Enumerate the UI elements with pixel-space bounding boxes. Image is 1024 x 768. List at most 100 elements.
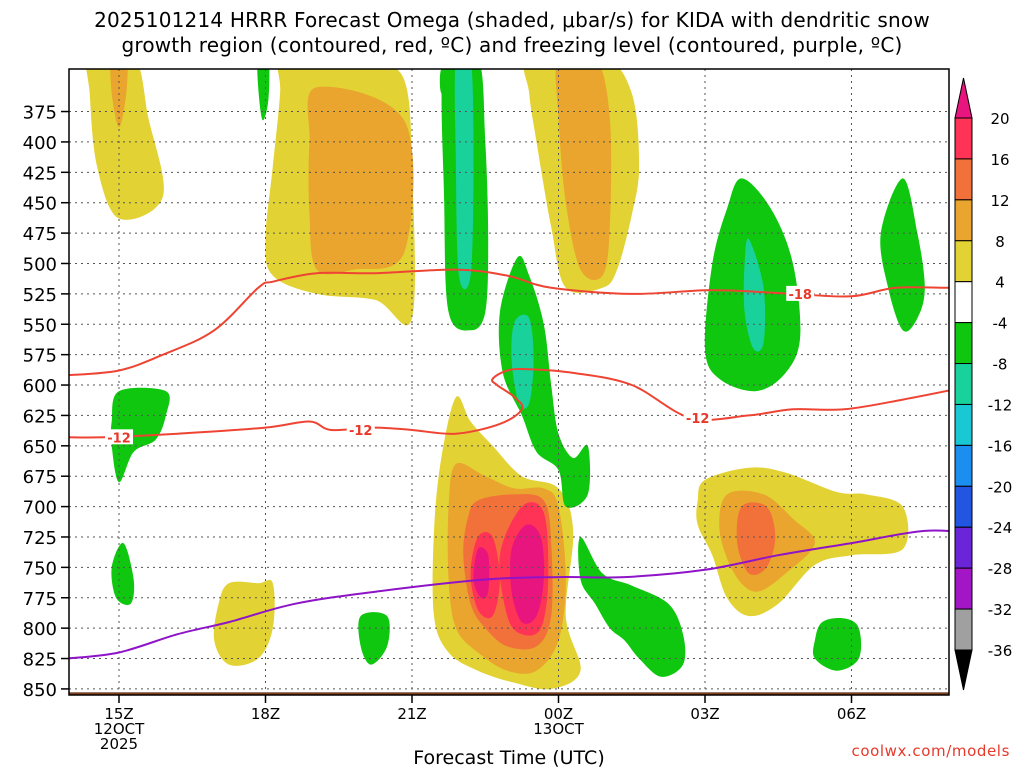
- y-tick-label-650: 650: [23, 437, 57, 458]
- contour-label-2: -12: [107, 431, 131, 446]
- colorbar-label-12: -32: [988, 601, 1013, 619]
- colorbar-swatch-11: [954, 567, 973, 610]
- colorbar-swatch-4: [954, 281, 973, 324]
- dendritic-contour-0: [69, 268, 949, 377]
- contour-lines: [69, 268, 949, 660]
- colorbar-label-0: 20: [990, 110, 1009, 128]
- colorbar-swatch-3: [954, 240, 973, 283]
- y-tick-label-400: 400: [23, 133, 57, 154]
- y-tick-label-825: 825: [23, 650, 57, 671]
- x-tick-label-15Z-1: 12OCT: [94, 720, 145, 738]
- omega-shading: [86, 69, 925, 690]
- y-tick-label-475: 475: [23, 224, 57, 245]
- y-tick-label-850: 850: [23, 680, 57, 701]
- omega-region-rising-1: [110, 69, 128, 128]
- y-tick-label-525: 525: [23, 285, 57, 306]
- colorbar-label-5: -4: [993, 315, 1008, 333]
- contour-label-bg-2: [105, 429, 133, 445]
- y-tick-label-375: 375: [23, 103, 57, 124]
- omega-region-sinking-23: [743, 238, 766, 352]
- x-tick-label-18Z-0: 18Z: [251, 705, 280, 723]
- omega-region-sinking-24: [880, 178, 925, 332]
- colorbar-swatch-8: [954, 444, 973, 487]
- colorbar-label-2: 12: [990, 192, 1009, 210]
- colorbar-label-6: -8: [993, 356, 1008, 374]
- colorbar-swatch-9: [954, 485, 973, 528]
- x-tick-label-00Z-1: 13OCT: [533, 720, 584, 738]
- chart-title: 2025101214 HRRR Forecast Omega (shaded, …: [0, 8, 1024, 58]
- omega-region-rising-3: [307, 86, 414, 275]
- colorbar-swatch-1: [954, 158, 973, 201]
- y-tick-label-750: 750: [23, 558, 57, 579]
- contour-label-3: -12: [349, 424, 373, 439]
- omega-region-rising-12: [510, 524, 545, 624]
- colorbar: 20 16 12 8 4 -4 -8 -12 -16 -20 -24 -28 -32 -36: [954, 77, 1013, 691]
- omega-region-sinking-26: [111, 542, 135, 606]
- grid: [69, 69, 949, 695]
- omega-region-rising-5: [555, 69, 612, 281]
- x-tick-label-15Z-2: 2025: [100, 735, 138, 753]
- colorbar-swatch-12: [954, 608, 973, 651]
- omega-region-rising-0: [86, 69, 164, 220]
- contour-label-1: -12: [686, 412, 710, 427]
- omega-region-sinking-28: [578, 536, 686, 677]
- colorbar-swatch-6: [954, 363, 973, 405]
- contour-labels: -18 -12 -12 -12: [105, 285, 815, 446]
- contour-label-bg-1: [683, 409, 712, 425]
- dendritic-contour-1: [69, 367, 949, 439]
- x-tick-label-00Z-0: 00Z: [544, 705, 573, 723]
- plot-frame: [68, 68, 950, 696]
- x-tick-label-15Z-0: 15Z: [104, 705, 133, 723]
- colorbar-bottom-arrow: [954, 649, 973, 691]
- terrain-fill: [69, 692, 949, 695]
- x-axis-label: Forecast Time (UTC): [413, 747, 604, 768]
- omega-region-sinking-21: [511, 314, 534, 409]
- y-tick-label-725: 725: [23, 528, 57, 549]
- colorbar-label-3: 8: [995, 233, 1005, 251]
- colorbar-label-8: -16: [988, 437, 1013, 455]
- x-tick-label-03Z-0: 03Z: [690, 705, 719, 723]
- y-tick-label-775: 775: [23, 589, 57, 610]
- x-tick-label-21Z-0: 21Z: [397, 705, 426, 723]
- colorbar-label-4: 4: [995, 274, 1005, 292]
- colorbar-swatch-0: [954, 117, 973, 160]
- y-tick-label-625: 625: [23, 406, 57, 427]
- y-tick-label-800: 800: [23, 619, 57, 640]
- colorbar-top-arrow: [954, 77, 973, 119]
- colorbar-swatch-7: [954, 403, 973, 446]
- omega-region-sinking-17: [257, 69, 270, 121]
- y-tick-label-575: 575: [23, 346, 57, 367]
- y-tick-label-550: 550: [23, 315, 57, 336]
- colorbar-swatch-2: [954, 199, 973, 242]
- colorbar-label-7: -12: [988, 396, 1013, 414]
- y-tick-label-425: 425: [23, 163, 57, 184]
- freezing-level-line: [69, 529, 949, 660]
- omega-region-sinking-29: [812, 618, 862, 671]
- colorbar-label-10: -24: [988, 519, 1013, 537]
- y-tick-label-450: 450: [23, 194, 57, 215]
- colorbar-label-13: -36: [988, 642, 1013, 660]
- terrain-band: [69, 692, 949, 695]
- title-line-2: growth region (contoured, red, ºC) and f…: [121, 33, 903, 57]
- colorbar-label-1: 16: [990, 151, 1009, 169]
- credit-link[interactable]: coolwx.com/models: [851, 742, 1010, 760]
- contour-label-0: -18: [788, 288, 812, 303]
- omega-region-sinking-27: [358, 612, 390, 665]
- colorbar-swatch-5: [954, 322, 973, 365]
- x-tick-label-06Z-0: 06Z: [837, 705, 866, 723]
- omega-region-sinking-31: [439, 69, 455, 97]
- colorbar-label-11: -28: [988, 560, 1013, 578]
- y-tick-label-700: 700: [23, 498, 57, 519]
- y-tick-label-500: 500: [23, 254, 57, 275]
- y-tick-label-675: 675: [23, 467, 57, 488]
- contour-label-bg-3: [346, 422, 375, 438]
- y-tick-label-600: 600: [23, 376, 57, 397]
- y-axis: 375 400 425 450 475 500 525 550 575 600 625 650 675 7…: [23, 103, 69, 701]
- omega-region-rising-13: [213, 579, 275, 666]
- contour-label-bg-0: [786, 285, 815, 301]
- omega-region-rising-11: [473, 547, 490, 599]
- colorbar-label-9: -20: [988, 478, 1013, 496]
- colorbar-swatch-10: [954, 526, 973, 569]
